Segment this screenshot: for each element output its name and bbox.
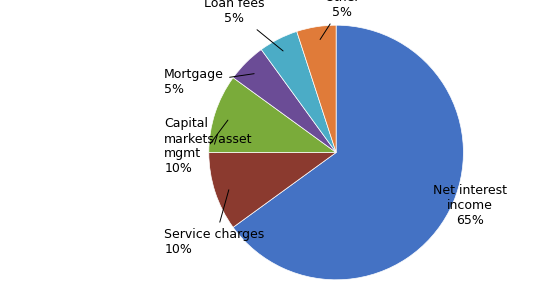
Wedge shape (209, 152, 336, 227)
Text: Service charges
10%: Service charges 10% (164, 190, 265, 256)
Text: Mortgage
5%: Mortgage 5% (164, 69, 254, 96)
Wedge shape (261, 31, 336, 152)
Text: Other
5%: Other 5% (320, 0, 360, 40)
Text: Net interest
income
65%: Net interest income 65% (433, 185, 507, 228)
Text: Capital
markets/asset
mgmt
10%: Capital markets/asset mgmt 10% (164, 117, 253, 175)
Wedge shape (233, 25, 463, 280)
Wedge shape (209, 78, 336, 152)
Wedge shape (233, 49, 336, 152)
Text: Loan fees
5%: Loan fees 5% (204, 0, 283, 51)
Wedge shape (297, 25, 336, 152)
